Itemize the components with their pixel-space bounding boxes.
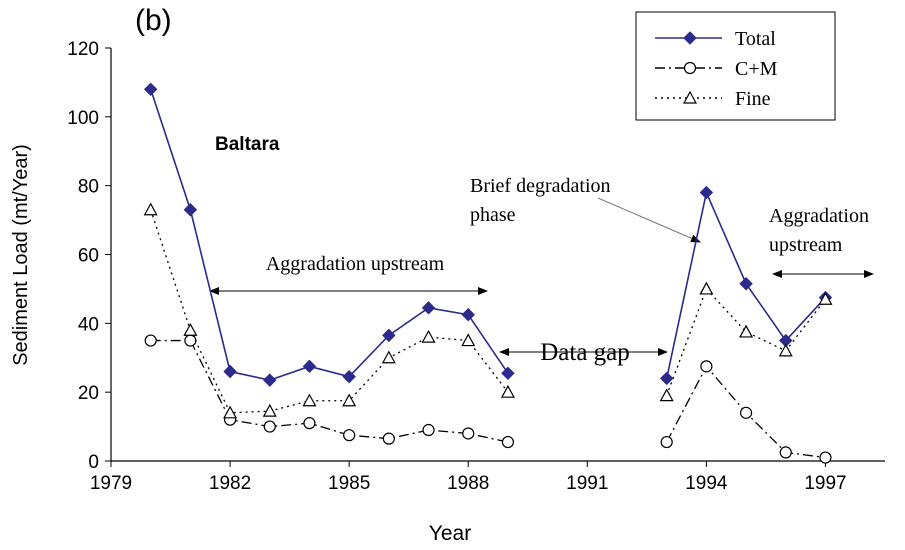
y-tick-label: 80 — [78, 177, 99, 198]
annotation: phase — [470, 204, 516, 226]
marker — [660, 435, 673, 449]
series-line — [150, 339, 509, 443]
series-line — [150, 209, 509, 414]
marker — [779, 446, 792, 459]
marker — [223, 405, 238, 419]
x-tick-label: 1994 — [685, 473, 728, 494]
marker — [302, 359, 317, 374]
marker — [143, 82, 158, 97]
marker — [382, 328, 396, 343]
marker — [184, 334, 197, 347]
marker — [501, 366, 515, 380]
y-axis-label: Sediment Load (mt/Year) — [10, 144, 32, 366]
marker — [381, 350, 396, 364]
marker — [263, 420, 276, 433]
y-tick-label: 20 — [78, 383, 99, 404]
legend-label: Total — [735, 28, 776, 50]
annotation: Baltara — [215, 134, 280, 155]
marker — [699, 185, 714, 200]
marker — [659, 371, 674, 386]
marker — [818, 291, 833, 305]
marker — [462, 427, 475, 440]
marker — [501, 435, 515, 449]
arrow — [597, 197, 701, 243]
marker — [739, 406, 753, 419]
marker — [342, 393, 357, 407]
annotation: (b) — [135, 4, 172, 37]
marker — [343, 429, 356, 442]
legend-marker — [683, 31, 697, 45]
x-tick-label: 1985 — [328, 473, 370, 494]
marker — [263, 373, 277, 387]
x-tick-label: 1982 — [209, 473, 251, 494]
marker — [144, 334, 157, 347]
x-tick-label: 1991 — [566, 473, 608, 494]
marker — [700, 360, 713, 373]
marker — [302, 393, 317, 407]
legend-label: Fine — [735, 88, 771, 110]
annotation: Aggradation upstream — [266, 253, 445, 275]
legend-marker — [683, 61, 697, 75]
marker — [659, 388, 674, 402]
marker — [500, 384, 515, 398]
annotation: upstream — [769, 234, 843, 256]
marker — [223, 364, 237, 379]
marker — [778, 343, 793, 357]
marker — [699, 281, 714, 295]
marker — [262, 403, 277, 417]
marker — [382, 432, 395, 445]
marker — [461, 333, 476, 347]
series-line — [149, 89, 509, 381]
y-tick-label: 0 — [88, 452, 99, 473]
y-tick-label: 100 — [67, 108, 99, 129]
marker — [422, 423, 435, 437]
x-axis-label: Year — [429, 522, 471, 545]
marker — [461, 308, 475, 322]
x-tick-label: 1988 — [447, 473, 489, 494]
legend-marker — [682, 90, 698, 104]
marker — [739, 277, 753, 291]
marker — [303, 417, 316, 430]
marker — [342, 369, 356, 384]
y-tick-label: 60 — [78, 246, 99, 267]
marker — [739, 324, 754, 338]
legend-label: C+M — [735, 58, 778, 80]
marker — [819, 451, 832, 464]
marker — [183, 322, 198, 336]
x-tick-label: 1979 — [90, 473, 132, 494]
series-line — [666, 287, 826, 396]
marker — [143, 202, 158, 216]
y-tick-label: 40 — [78, 314, 99, 335]
legend — [635, 11, 836, 121]
marker — [421, 329, 436, 343]
annotation: Aggradation — [769, 205, 869, 227]
x-tick-label: 1997 — [804, 473, 846, 494]
annotation: Data gap — [540, 339, 630, 366]
y-tick-label: 120 — [67, 39, 99, 60]
annotation: Brief degradation — [470, 175, 611, 197]
marker — [183, 203, 198, 217]
marker — [421, 301, 436, 315]
